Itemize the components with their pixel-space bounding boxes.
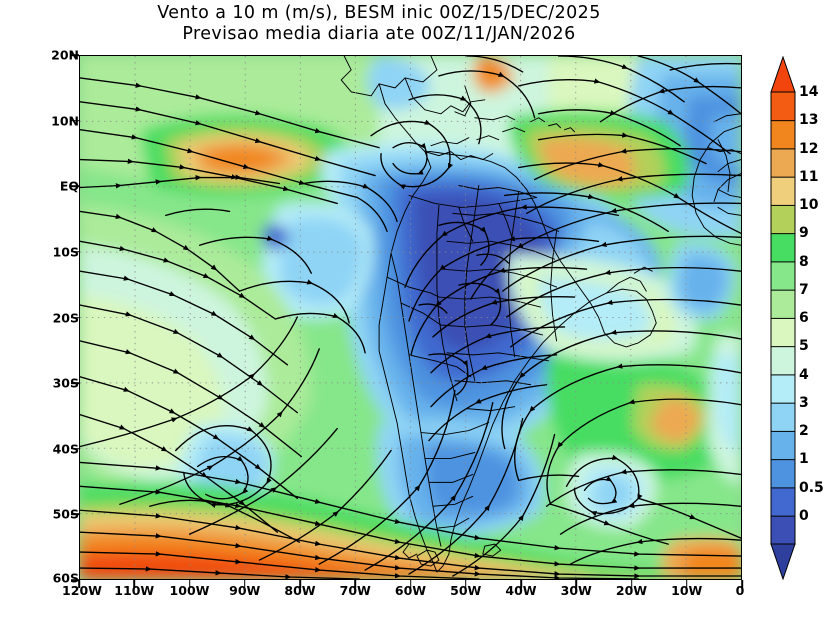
wind-speed-field [80,56,741,579]
y-tick [71,54,79,56]
y-tick [71,251,79,253]
colorbar-tick-label: 5 [799,338,809,355]
y-axis-label-50s: 50S [52,506,79,522]
y-axis-label-10n: 10N [51,113,79,129]
x-tick [299,580,301,588]
colorbar-tick-label: 3 [799,394,809,411]
y-tick [71,382,79,384]
colorbar-tick-label: 7 [799,281,809,298]
x-axis-label-110w: 110W [114,583,155,598]
colorbar-tick-label: 14 [799,84,819,100]
x-tick [354,580,357,588]
colorbar-tick-label: 6 [799,310,809,326]
colorbar-tick-label: 0.5 [799,479,824,496]
y-axis-label-20s: 20S [52,310,79,325]
colorbar: 0 0.5 1 2 3 4 5 6 7 8 9 10 11 12 13 14 [770,56,824,580]
y-tick [71,579,79,581]
x-axis-label-40w: 40W [505,583,537,598]
y-axis-label-10s: 10S [52,244,79,260]
colorbar-tick-label: 12 [799,140,819,157]
x-axis-label-20w: 20W [615,583,648,598]
colorbar-tick-label: 0 [799,507,809,524]
x-tick [188,580,191,588]
x-tick [243,580,246,588]
y-axis-label-30s: 30S [52,375,79,391]
colorbar-tick-label: 10 [799,197,819,213]
colorbar-tick-label: 9 [799,225,809,242]
chart-title: Vento a 10 m (m/s), BESM inic 00Z/15/DEC… [0,3,758,45]
colorbar-tick-label: 1 [799,451,809,468]
x-axis-label-90w: 90W [229,583,261,598]
x-axis-label-30w: 30W [560,583,592,598]
streamlines-layer [80,56,741,579]
x-tick [685,580,688,588]
x-tick [520,580,522,588]
x-tick [464,580,467,588]
x-tick [575,580,578,588]
x-axis-label-80w: 80W [284,583,316,598]
y-axis-label-20n: 20N [51,47,79,63]
x-axis-label-70w: 70W [339,583,371,598]
x-axis-label-60w: 60W [394,583,427,598]
colorbar-swatches [770,56,796,580]
map-plot-area [79,55,742,580]
y-tick [71,447,79,450]
y-axis-label-40s: 40S [52,441,79,457]
y-tick [71,185,79,187]
x-tick [741,580,743,588]
colorbar-tick-label: 2 [799,423,809,439]
x-tick [78,580,80,588]
x-tick [133,580,136,588]
y-tick [71,316,79,319]
y-tick [71,119,79,122]
title-line-2: Previsao media diaria ate 00Z/11/JAN/202… [182,24,576,44]
colorbar-tick-label: 8 [799,253,809,270]
x-axis-label-10w: 10W [671,583,703,598]
colorbar-tick-label: 13 [799,112,819,129]
x-axis-label-100w: 100W [169,583,210,598]
y-axis-label-60s: 60S [52,570,79,586]
x-tick [630,580,633,588]
x-axis-label-120w: 120W [62,583,102,598]
title-line-1: Vento a 10 m (m/s), BESM inic 00Z/15/DEC… [157,3,601,23]
x-axis-label-0: 0 [735,583,745,598]
x-tick [409,580,412,588]
y-tick [71,513,79,516]
y-axis-label-eq: EQ [59,178,79,194]
colorbar-tick-label: 11 [799,168,819,185]
x-axis-label-50w: 50W [450,583,482,598]
colorbar-tick-label: 4 [799,366,809,383]
